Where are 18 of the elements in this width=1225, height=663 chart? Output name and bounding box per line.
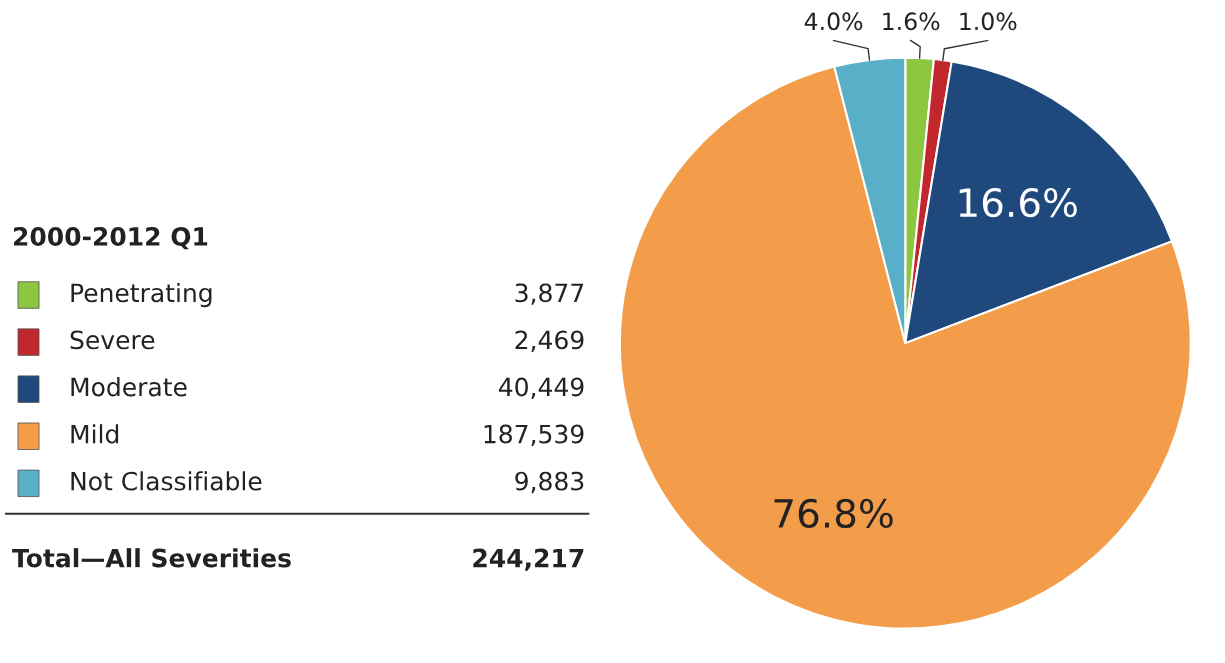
legend-label: Penetrating: [71, 282, 212, 308]
legend-label: Moderate: [71, 377, 187, 397]
text: 40,449: [498, 377, 584, 399]
text: Total—All Severities: [12, 548, 291, 568]
data-label: 1.0%: [960, 12, 1017, 31]
text: 9,883: [515, 471, 584, 494]
data-label: 1.6%: [883, 12, 940, 31]
text: 2,469: [515, 330, 584, 352]
legend-label: Mild: [71, 424, 119, 444]
text: 244,217: [473, 548, 584, 571]
data-label: 16.6%: [959, 187, 1077, 218]
text: 187,539: [484, 424, 584, 447]
legend-label: Severe: [70, 330, 155, 350]
text: 3,877: [515, 283, 584, 305]
legend-title: 2000-2012 Q1: [13, 227, 208, 250]
data-label: 4.0%: [804, 12, 863, 31]
data-label: 76.8%: [774, 498, 893, 529]
legend-label: Not Classifiable: [71, 471, 262, 491]
